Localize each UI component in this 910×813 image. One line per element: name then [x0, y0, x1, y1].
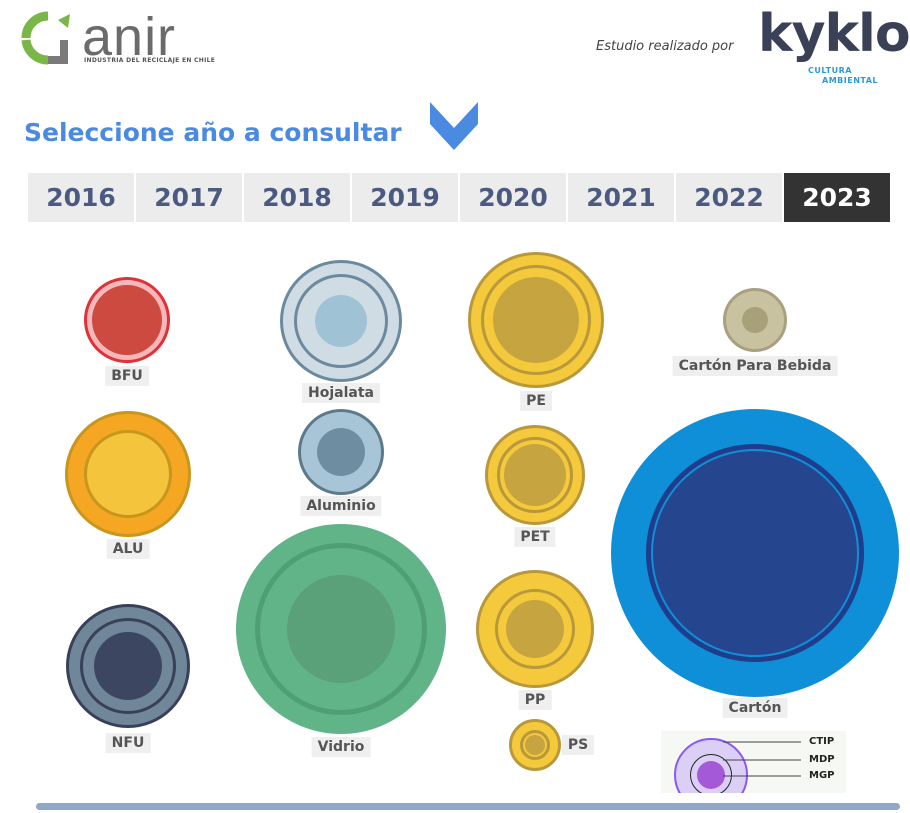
bubble-hojalata-ring[interactable]	[294, 274, 388, 368]
label-vidrio: Vidrio	[311, 737, 371, 757]
kyklos-subtitle: CULTURA AMBIENTAL	[808, 66, 879, 85]
bubble-alu-ring[interactable]	[84, 430, 172, 518]
label-pp: PP	[518, 690, 552, 710]
bubble-ps-ring[interactable]	[520, 730, 550, 760]
tab-year-2023[interactable]: 2023	[784, 173, 890, 222]
legend-mgp: MGP	[809, 770, 835, 781]
label-carton: Cartón	[722, 698, 788, 718]
bubble-pet-inner[interactable]	[504, 444, 566, 506]
label-bfu: BFU	[105, 366, 149, 386]
label-alu: ALU	[106, 539, 150, 559]
bubble-pet-ring[interactable]	[497, 437, 573, 513]
tab-year-2022[interactable]: 2022	[676, 173, 782, 222]
tab-year-2019[interactable]: 2019	[352, 173, 458, 222]
label-hojalata: Hojalata	[302, 383, 380, 403]
bubble-carton-bebida-inner[interactable]	[742, 307, 768, 333]
bubble-ps-inner[interactable]	[525, 735, 545, 755]
bubble-nfu-ring[interactable]	[80, 618, 176, 714]
bubble-vidrio-inner[interactable]	[287, 575, 395, 683]
kyklos-logo: kyklos	[758, 4, 910, 64]
legend-mgp-circle	[697, 761, 725, 789]
bubble-pp-inner[interactable]	[506, 600, 564, 658]
horizontal-scrollbar[interactable]	[36, 803, 900, 810]
tab-year-2018[interactable]: 2018	[244, 173, 350, 222]
bubble-aluminio-inner[interactable]	[317, 428, 365, 476]
label-nfu: NFU	[105, 733, 151, 753]
bubble-carton-ring[interactable]	[646, 444, 864, 662]
bubble-bfu-inner[interactable]	[92, 285, 162, 355]
bubble-pp-ring[interactable]	[495, 589, 575, 669]
tab-year-2016[interactable]: 2016	[28, 173, 134, 222]
label-pe: PE	[520, 391, 552, 411]
study-label: Estudio realizado por	[596, 39, 734, 54]
legend-mdp: MDP	[809, 754, 835, 765]
bubble-carton-inner[interactable]	[653, 451, 857, 655]
legend: CTIP MDP MGP	[661, 731, 846, 793]
chevron-down-icon[interactable]	[430, 102, 478, 154]
label-ps: PS	[561, 735, 595, 755]
anir-wordmark: anir	[82, 7, 177, 67]
label-carton-bebida: Cartón Para Bebida	[672, 356, 838, 376]
bubble-hojalata-inner[interactable]	[315, 295, 367, 347]
page-title: Seleccione año a consultar	[24, 118, 402, 147]
anir-logo	[18, 10, 78, 66]
bubble-pe-inner[interactable]	[493, 277, 579, 363]
bubble-pe-ring[interactable]	[481, 265, 591, 375]
bubble-nfu-inner[interactable]	[94, 632, 162, 700]
label-aluminio: Aluminio	[300, 496, 382, 516]
tab-year-2017[interactable]: 2017	[136, 173, 242, 222]
bubble-vidrio-ring[interactable]	[255, 543, 427, 715]
legend-ctip: CTIP	[809, 736, 835, 747]
year-tabs: 2016 2017 2018 2019 2020 2021 2022 2023	[28, 173, 890, 222]
tab-year-2020[interactable]: 2020	[460, 173, 566, 222]
tab-year-2021[interactable]: 2021	[568, 173, 674, 222]
legend-mdp-circle	[690, 754, 732, 793]
anir-subtitle: INDUSTRIA DEL RECICLAJE EN CHILE	[84, 57, 216, 64]
label-pet: PET	[514, 527, 556, 547]
